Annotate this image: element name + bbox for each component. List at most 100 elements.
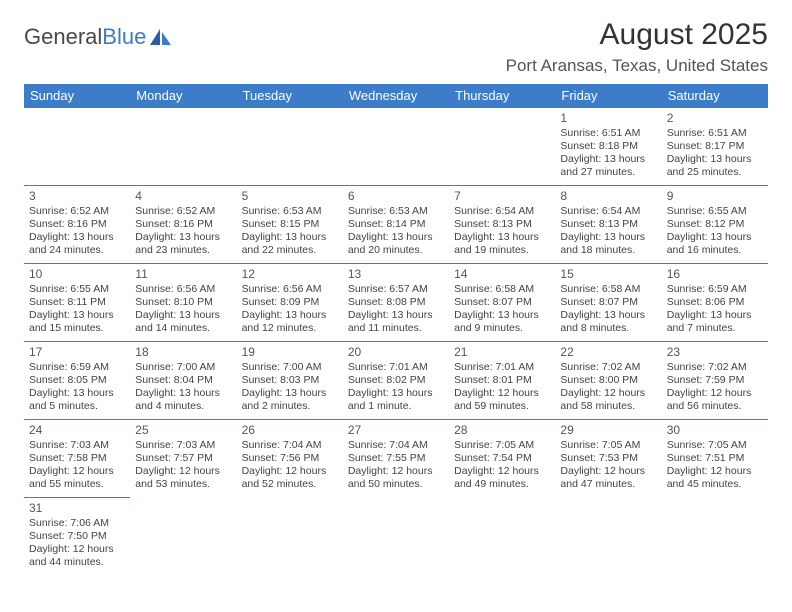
day-cell: 12Sunrise: 6:56 AMSunset: 8:09 PMDayligh… (237, 264, 343, 342)
daylight-text: Daylight: 13 hours and 12 minutes. (242, 309, 338, 335)
daylight-text: Daylight: 13 hours and 24 minutes. (29, 231, 125, 257)
sunrise-text: Sunrise: 7:05 AM (667, 439, 763, 452)
day-cell: 28Sunrise: 7:05 AMSunset: 7:54 PMDayligh… (449, 420, 555, 498)
day-number: 18 (135, 345, 231, 360)
day-cell (130, 108, 236, 186)
daylight-text: Daylight: 12 hours and 55 minutes. (29, 465, 125, 491)
day-number: 7 (454, 189, 550, 204)
sunrise-text: Sunrise: 6:58 AM (560, 283, 656, 296)
daylight-text: Daylight: 13 hours and 14 minutes. (135, 309, 231, 335)
day-number: 5 (242, 189, 338, 204)
day-header: Thursday (449, 84, 555, 108)
day-cell: 11Sunrise: 6:56 AMSunset: 8:10 PMDayligh… (130, 264, 236, 342)
day-number: 2 (667, 111, 763, 126)
logo-text-general: General (24, 24, 102, 50)
day-cell: 22Sunrise: 7:02 AMSunset: 8:00 PMDayligh… (555, 342, 661, 420)
day-cell: 3Sunrise: 6:52 AMSunset: 8:16 PMDaylight… (24, 186, 130, 264)
sunset-text: Sunset: 8:16 PM (135, 218, 231, 231)
sunset-text: Sunset: 7:55 PM (348, 452, 444, 465)
sunrise-text: Sunrise: 6:53 AM (348, 205, 444, 218)
day-number: 21 (454, 345, 550, 360)
sunset-text: Sunset: 7:54 PM (454, 452, 550, 465)
day-cell: 9Sunrise: 6:55 AMSunset: 8:12 PMDaylight… (662, 186, 768, 264)
daylight-text: Daylight: 12 hours and 49 minutes. (454, 465, 550, 491)
sunrise-text: Sunrise: 7:05 AM (454, 439, 550, 452)
day-number: 14 (454, 267, 550, 282)
day-cell: 6Sunrise: 6:53 AMSunset: 8:14 PMDaylight… (343, 186, 449, 264)
daylight-text: Daylight: 13 hours and 15 minutes. (29, 309, 125, 335)
sunset-text: Sunset: 7:57 PM (135, 452, 231, 465)
sunrise-text: Sunrise: 7:01 AM (454, 361, 550, 374)
sunset-text: Sunset: 8:16 PM (29, 218, 125, 231)
sunset-text: Sunset: 7:56 PM (242, 452, 338, 465)
location: Port Aransas, Texas, United States (506, 56, 768, 76)
day-cell (237, 498, 343, 576)
sunrise-text: Sunrise: 7:03 AM (135, 439, 231, 452)
logo-sail-icon (148, 27, 174, 47)
sunset-text: Sunset: 8:06 PM (667, 296, 763, 309)
sunrise-text: Sunrise: 7:02 AM (560, 361, 656, 374)
day-cell (449, 108, 555, 186)
daylight-text: Daylight: 12 hours and 52 minutes. (242, 465, 338, 491)
sunset-text: Sunset: 8:13 PM (454, 218, 550, 231)
sunrise-text: Sunrise: 7:04 AM (242, 439, 338, 452)
sunset-text: Sunset: 8:14 PM (348, 218, 444, 231)
daylight-text: Daylight: 13 hours and 20 minutes. (348, 231, 444, 257)
daylight-text: Daylight: 12 hours and 45 minutes. (667, 465, 763, 491)
sunset-text: Sunset: 8:07 PM (454, 296, 550, 309)
day-cell: 17Sunrise: 6:59 AMSunset: 8:05 PMDayligh… (24, 342, 130, 420)
week-row: 1Sunrise: 6:51 AMSunset: 8:18 PMDaylight… (24, 108, 768, 186)
sunset-text: Sunset: 8:00 PM (560, 374, 656, 387)
sunrise-text: Sunrise: 6:55 AM (29, 283, 125, 296)
sunrise-text: Sunrise: 6:59 AM (667, 283, 763, 296)
sunrise-text: Sunrise: 7:01 AM (348, 361, 444, 374)
daylight-text: Daylight: 13 hours and 5 minutes. (29, 387, 125, 413)
day-header: Sunday (24, 84, 130, 108)
day-number: 9 (667, 189, 763, 204)
sunrise-text: Sunrise: 7:03 AM (29, 439, 125, 452)
sunset-text: Sunset: 8:05 PM (29, 374, 125, 387)
day-number: 16 (667, 267, 763, 282)
sunset-text: Sunset: 8:11 PM (29, 296, 125, 309)
day-number: 22 (560, 345, 656, 360)
daylight-text: Daylight: 13 hours and 7 minutes. (667, 309, 763, 335)
daylight-text: Daylight: 13 hours and 11 minutes. (348, 309, 444, 335)
sunrise-text: Sunrise: 6:59 AM (29, 361, 125, 374)
day-cell (662, 498, 768, 576)
day-cell: 31Sunrise: 7:06 AMSunset: 7:50 PMDayligh… (24, 498, 130, 576)
daylight-text: Daylight: 12 hours and 44 minutes. (29, 543, 125, 569)
daylight-text: Daylight: 12 hours and 47 minutes. (560, 465, 656, 491)
daylight-text: Daylight: 13 hours and 27 minutes. (560, 153, 656, 179)
day-cell: 10Sunrise: 6:55 AMSunset: 8:11 PMDayligh… (24, 264, 130, 342)
day-cell: 21Sunrise: 7:01 AMSunset: 8:01 PMDayligh… (449, 342, 555, 420)
day-cell: 2Sunrise: 6:51 AMSunset: 8:17 PMDaylight… (662, 108, 768, 186)
sunset-text: Sunset: 8:10 PM (135, 296, 231, 309)
day-cell: 20Sunrise: 7:01 AMSunset: 8:02 PMDayligh… (343, 342, 449, 420)
daylight-text: Daylight: 13 hours and 19 minutes. (454, 231, 550, 257)
sunset-text: Sunset: 7:50 PM (29, 530, 125, 543)
day-number: 10 (29, 267, 125, 282)
week-row: 17Sunrise: 6:59 AMSunset: 8:05 PMDayligh… (24, 342, 768, 420)
sunset-text: Sunset: 8:02 PM (348, 374, 444, 387)
day-number: 27 (348, 423, 444, 438)
sunrise-text: Sunrise: 6:56 AM (242, 283, 338, 296)
sunset-text: Sunset: 8:07 PM (560, 296, 656, 309)
daylight-text: Daylight: 13 hours and 9 minutes. (454, 309, 550, 335)
sunset-text: Sunset: 7:53 PM (560, 452, 656, 465)
daylight-text: Daylight: 13 hours and 25 minutes. (667, 153, 763, 179)
sunrise-text: Sunrise: 7:05 AM (560, 439, 656, 452)
sunrise-text: Sunrise: 6:57 AM (348, 283, 444, 296)
sunset-text: Sunset: 8:15 PM (242, 218, 338, 231)
sunset-text: Sunset: 7:51 PM (667, 452, 763, 465)
day-number: 30 (667, 423, 763, 438)
daylight-text: Daylight: 13 hours and 4 minutes. (135, 387, 231, 413)
day-cell (24, 108, 130, 186)
month-title: August 2025 (506, 18, 768, 52)
day-number: 15 (560, 267, 656, 282)
daylight-text: Daylight: 12 hours and 58 minutes. (560, 387, 656, 413)
sunrise-text: Sunrise: 7:02 AM (667, 361, 763, 374)
logo: GeneralBlue (24, 18, 174, 50)
day-cell: 15Sunrise: 6:58 AMSunset: 8:07 PMDayligh… (555, 264, 661, 342)
daylight-text: Daylight: 13 hours and 16 minutes. (667, 231, 763, 257)
sunrise-text: Sunrise: 6:52 AM (29, 205, 125, 218)
